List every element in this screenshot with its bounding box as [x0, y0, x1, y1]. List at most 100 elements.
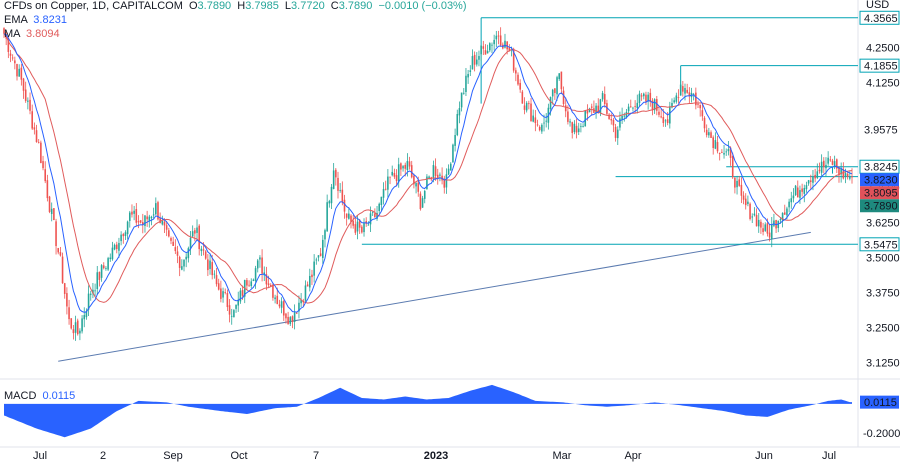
candle-body — [209, 260, 211, 269]
candle-body — [541, 124, 543, 132]
candle-body — [781, 212, 784, 221]
change-value: −0.0010 (−0.03%) — [378, 0, 467, 12]
candle-body — [24, 89, 27, 101]
candle-body — [350, 215, 352, 222]
ema-line — [3, 33, 853, 313]
price-label-badge: 4.3565 — [859, 10, 900, 25]
candle-body — [506, 41, 508, 50]
candle-body — [823, 160, 825, 167]
candle-body — [98, 271, 101, 280]
candle-body — [20, 67, 23, 80]
candle-body — [818, 169, 821, 172]
ma-legend: MA 3.8094 — [4, 28, 60, 40]
candle-body — [413, 175, 415, 185]
candle-body — [337, 177, 339, 191]
candle-body — [358, 219, 361, 228]
candle-body — [723, 153, 725, 155]
candle-body — [9, 53, 12, 56]
candle-body — [118, 242, 120, 251]
candle-body — [684, 88, 686, 94]
candle-body — [671, 102, 673, 108]
candle-body — [267, 283, 270, 286]
candle-body — [18, 68, 20, 77]
candle-body — [634, 106, 636, 107]
candle-body — [599, 99, 602, 114]
candle-body — [354, 224, 357, 233]
candle-body — [716, 142, 719, 152]
candle-body — [708, 132, 710, 136]
candle-body — [309, 275, 311, 288]
candle-body — [751, 216, 754, 218]
candle-body — [400, 163, 402, 170]
candle-body — [322, 239, 324, 258]
candle-body — [664, 120, 667, 122]
candle-body — [217, 283, 220, 290]
candle-body — [246, 280, 248, 286]
candle-body — [534, 117, 537, 124]
candle-body — [532, 115, 534, 122]
candle-body — [161, 220, 164, 225]
candle-body — [120, 234, 122, 242]
candle-body — [348, 213, 350, 219]
candle-body — [222, 291, 224, 298]
candle-body — [150, 216, 153, 219]
candle-body — [482, 46, 485, 49]
candle-body — [343, 199, 346, 212]
candle-body — [361, 226, 363, 233]
symbol-title: CFDs on Copper, 1D, CAPITALCOM — [4, 0, 183, 12]
candle-body — [27, 100, 29, 102]
ema-value: 3.8231 — [33, 14, 67, 26]
candle-body — [580, 126, 582, 128]
price-label-background — [860, 123, 899, 136]
candle-body — [319, 253, 322, 256]
macd-value-badge — [860, 395, 899, 409]
candle-body — [595, 105, 597, 114]
candle-body — [189, 237, 192, 249]
candle-body — [549, 97, 552, 110]
candle-body — [109, 257, 112, 260]
candle-body — [632, 107, 634, 109]
price-label-text: 4.1855 — [864, 61, 898, 73]
candle-body — [586, 110, 589, 114]
candle-body — [582, 126, 584, 127]
ma-label: MA — [4, 28, 20, 40]
candle-body — [499, 35, 502, 46]
candle-body — [688, 92, 691, 96]
price-label-badge: 3.8095 — [860, 186, 899, 200]
candle-body — [176, 251, 179, 256]
candle-body — [465, 75, 467, 92]
candle-body — [304, 285, 307, 301]
candle-body — [528, 103, 530, 105]
price-tick-label: 4.1250 — [866, 78, 900, 90]
candle-body — [608, 114, 610, 119]
candle-body — [135, 209, 138, 223]
candle-body — [538, 126, 541, 131]
candle-body — [391, 171, 394, 176]
candle-body — [376, 212, 378, 219]
candle-body — [564, 105, 567, 112]
candle-body — [345, 213, 348, 218]
candle-body — [515, 70, 517, 74]
candle-body — [432, 165, 435, 178]
candle-body — [402, 166, 404, 169]
candle-body — [61, 256, 64, 284]
candle-body — [57, 248, 60, 253]
candle-body — [590, 106, 593, 108]
candle-body — [113, 244, 116, 250]
candle-body — [289, 317, 292, 324]
candle-body — [148, 216, 151, 221]
candle-body — [491, 44, 493, 46]
candle-body — [233, 310, 235, 318]
candle-body — [757, 219, 760, 227]
candle-body — [31, 111, 33, 129]
candle-body — [70, 318, 73, 329]
candle-body — [434, 166, 437, 176]
candle-body — [567, 111, 569, 122]
candle-body — [178, 256, 181, 268]
candle-body — [282, 301, 285, 316]
candle-body — [239, 290, 242, 302]
candle-body — [230, 315, 233, 317]
candle-body — [796, 187, 799, 198]
candle-body — [172, 241, 174, 246]
